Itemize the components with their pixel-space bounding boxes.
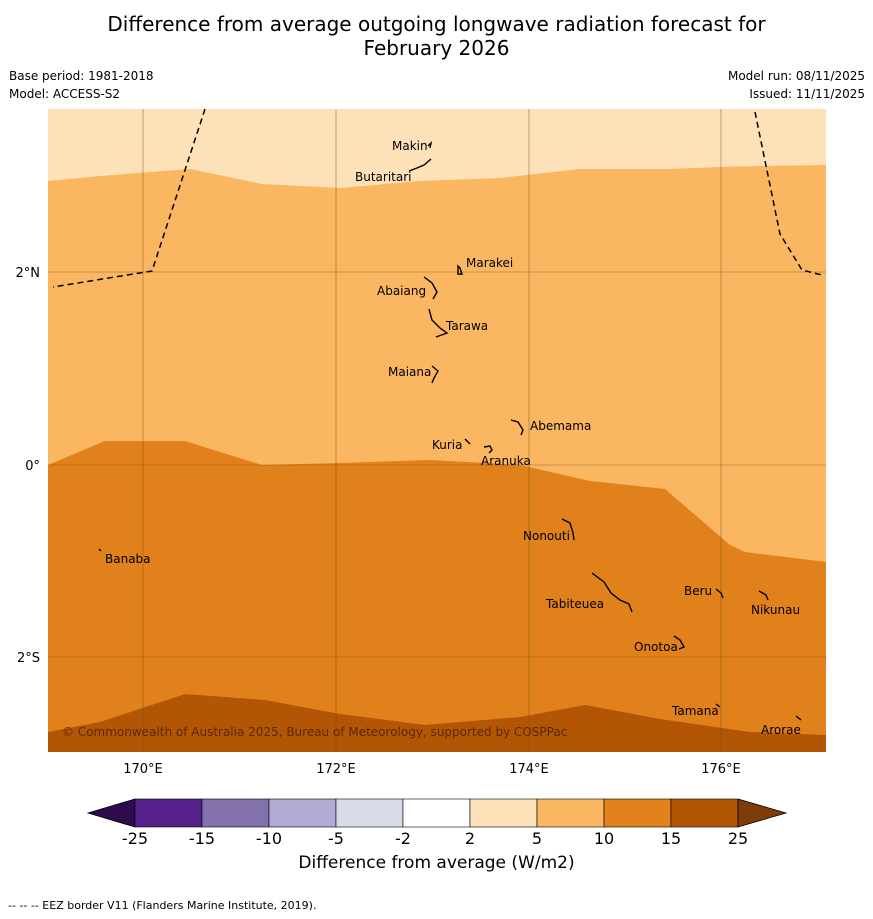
colorbar-under-arrow [86,798,136,828]
label-tamana: Tamana [671,704,719,718]
label-arorae: Arorae [761,723,801,737]
colorbar-tick-label: 2 [465,829,475,848]
label-beru: Beru [684,584,712,598]
anomaly-fill [48,109,826,752]
colorbar-segment [335,798,404,828]
eez-border-east [754,111,823,276]
colorbar-segment [469,798,538,828]
lon-label-174e: 174°E [509,762,549,777]
model-name: Model: ACCESS-S2 [9,87,121,101]
label-tabiteuea: Tabiteuea [545,597,604,611]
label-onotoa: Onotoa [634,640,678,654]
island-banaba [98,548,102,552]
label-banaba: Banaba [105,552,151,566]
colorbar-tick-label: -5 [328,829,344,848]
gridlines [48,109,826,752]
island-nikunau [758,590,769,601]
island-abaiang [423,276,438,300]
island-tamana [715,703,721,708]
label-abemama: Abemama [530,419,591,433]
colorbar-segment [402,798,471,828]
island-abemama [510,419,524,436]
colorbar-over-arrow [737,798,788,828]
colorbar-segment [201,798,270,828]
colorbar-tick-label: 25 [728,829,748,848]
place-labels: Makin Butaritari Marakei Abaiang Tarawa … [105,139,801,737]
label-nikunau: Nikunau [751,603,800,617]
lat-labels: 2°N 0° 2°S [16,266,41,666]
colorbar-segment [536,798,605,828]
island-arorae [795,715,802,721]
meta-left: Base period: 1981-2018 Model: ACCESS-S2 [9,67,154,103]
lat-label-2n: 2°N [16,266,41,281]
copyright-text: © Commonwealth of Australia 2025, Bureau… [62,725,567,739]
colorbar-label: Difference from average (W/m2) [298,853,575,873]
label-kuria: Kuria [432,438,463,452]
title-line-1: Difference from average outgoing longwav… [107,12,766,36]
lon-labels: 170°E 172°E 174°E 176°E [123,762,741,777]
title-line-2: February 2026 [363,36,510,60]
island-aranuka [483,445,493,454]
eez-legend-note: -- -- -- EEZ border V11 (Flanders Marine… [8,899,317,912]
island-tabiteuea [591,572,633,613]
band-15-25 [48,694,826,752]
meta-right: Model run: 08/11/2025 Issued: 11/11/2025 [728,67,865,103]
model-run: Model run: 08/11/2025 [727,69,865,83]
colorbar-tick-label: -10 [256,829,282,848]
lat-label-2s: 2°S [17,651,40,666]
lat-label-0: 0° [25,459,40,474]
island-makin [427,140,433,149]
colorbar-segment [670,798,739,828]
label-aranuka: Aranuka [481,454,531,468]
colorbar-segment [134,798,203,828]
label-abaiang: Abaiang [377,284,426,298]
lon-label-170e: 170°E [123,762,163,777]
island-butaritari [408,158,432,172]
eez-border-west [52,108,206,288]
lon-label-172e: 172°E [316,762,356,777]
colorbar-tick-label: 10 [594,829,614,848]
label-marakei: Marakei [466,256,513,270]
island-marakei [457,264,463,275]
label-nonouti: Nonouti [523,529,570,543]
band-10-15 [48,441,826,752]
island-tarawa [428,308,449,338]
issued-date: Issued: 11/11/2025 [749,87,865,101]
label-tarawa: Tarawa [445,319,488,333]
colorbar: -25 -15 -10 -5 -2 2 5 10 15 25 [86,798,788,848]
colorbar-tick-label: 15 [661,829,681,848]
label-makin: Makin [392,139,428,153]
map-title: Difference from average outgoing longwav… [0,12,873,60]
island-maiana [431,365,439,384]
colorbar-tick-label: -15 [189,829,215,848]
colorbar-tick-label: -2 [395,829,411,848]
island-kuria [464,438,471,445]
label-butaritari: Butaritari [355,170,412,184]
colorbar-segment [603,798,672,828]
base-period: Base period: 1981-2018 [9,69,154,83]
colorbar-segment [268,798,337,828]
island-nonouti [561,518,575,541]
islands [98,140,802,721]
island-beru [715,588,724,599]
colorbar-tick-label: -25 [122,829,148,848]
eez-border [52,108,823,288]
lon-label-176e: 176°E [701,762,741,777]
colorbar-tick-label: 5 [532,829,542,848]
label-maiana: Maiana [388,365,431,379]
island-onotoa [673,635,686,650]
